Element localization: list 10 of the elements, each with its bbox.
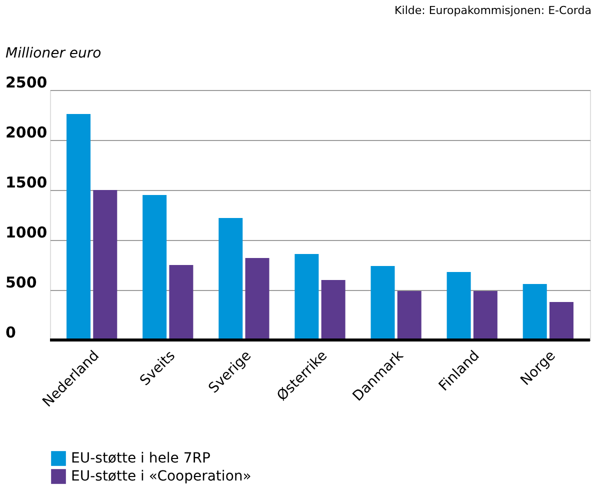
y-tick-label: 2500 [6,74,48,92]
legend-label: EU-støtte i hele 7RP [71,450,210,466]
y-tick-label: 2000 [6,124,48,142]
y-tick-label: 1500 [6,174,48,192]
text: Kilde: Europakommisjonen: E-Corda [394,4,592,17]
y-tick-label: 0 [6,324,16,342]
y-axis-title: Millioner euro [6,46,102,62]
legend-label: EU-støtte i «Cooperation» [71,468,252,484]
y-tick-label: 500 [6,274,37,292]
y-tick-label: 1000 [6,224,48,242]
